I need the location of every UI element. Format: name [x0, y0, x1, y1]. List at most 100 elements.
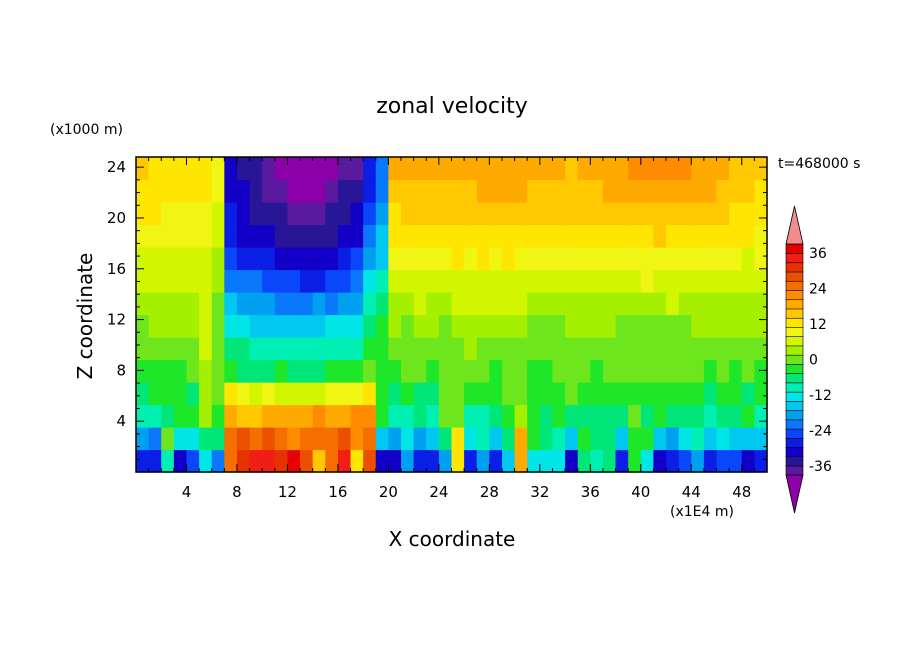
heatmap-cell [262, 157, 276, 181]
heatmap-cell [754, 224, 768, 248]
heatmap-cell [211, 247, 225, 271]
heatmap-cell [337, 179, 352, 203]
heatmap-cell [199, 359, 213, 383]
heatmap-cell [628, 292, 642, 316]
heatmap-cell [501, 337, 516, 361]
colorbar-box [785, 400, 804, 411]
heatmap-cell [729, 449, 743, 473]
heatmap-cell [741, 224, 755, 248]
heatmap-cell [375, 292, 389, 316]
heatmap-cell [337, 449, 352, 473]
heatmap-cell [691, 269, 705, 293]
heatmap-cell [527, 337, 541, 361]
heatmap-cell [249, 292, 263, 316]
heatmap-cell [716, 427, 730, 451]
heatmap-cell [476, 157, 490, 181]
colorbar-box [785, 317, 804, 328]
heatmap-cell [640, 382, 655, 406]
heatmap-cell [451, 382, 465, 406]
heatmap-cell [653, 427, 667, 451]
y-axis-label: Z coordinate [73, 253, 97, 380]
heatmap-cell [224, 449, 238, 473]
heatmap-cell [375, 337, 389, 361]
heatmap-cell [161, 359, 175, 383]
heatmap-cell [552, 449, 566, 473]
heatmap-cell [312, 269, 326, 293]
heatmap-cell [615, 382, 629, 406]
heatmap-cell [375, 404, 389, 428]
heatmap-cell [590, 269, 604, 293]
heatmap-cell [640, 292, 655, 316]
heatmap-cell [489, 337, 503, 361]
heatmap-cell [451, 247, 465, 271]
heatmap-cell [363, 202, 377, 226]
heatmap-cell [628, 382, 642, 406]
heatmap-cell [337, 382, 352, 406]
heatmap-cell [287, 427, 301, 451]
colorbar-label: -24 [809, 424, 832, 440]
heatmap-cell [211, 449, 225, 473]
heatmap-cell [590, 337, 604, 361]
heatmap-cell [628, 247, 642, 271]
heatmap-cell [476, 247, 490, 271]
heatmap-cell [287, 449, 301, 473]
colorbar-box [785, 373, 804, 384]
heatmap-cell [363, 179, 377, 203]
heatmap-cell [464, 247, 478, 271]
heatmap-cell [565, 359, 579, 383]
colorbar-box [785, 428, 804, 439]
heatmap-cell [274, 202, 289, 226]
x-tick-label: 40 [631, 483, 650, 501]
heatmap-cell [527, 314, 541, 338]
heatmap-cell [501, 269, 516, 293]
heatmap-cell [590, 314, 604, 338]
heatmap-cell [565, 337, 579, 361]
heatmap-cell [464, 269, 478, 293]
heatmap-cell [148, 179, 162, 203]
heatmap-cell [640, 427, 655, 451]
heatmap-cell [602, 157, 617, 181]
y-units-label: (x1000 m) [50, 122, 123, 138]
heatmap-cell [577, 382, 591, 406]
heatmap-cell [451, 359, 465, 383]
heatmap-cell [577, 337, 591, 361]
heatmap-cell [451, 224, 465, 248]
heatmap-cell [602, 292, 617, 316]
heatmap-cell [666, 247, 680, 271]
heatmap-cell [350, 314, 364, 338]
heatmap-cell [476, 179, 490, 203]
heatmap-cell [640, 202, 655, 226]
heatmap-cell [186, 337, 200, 361]
heatmap-cell [136, 404, 150, 428]
heatmap-cell [262, 404, 276, 428]
heatmap-cell [274, 224, 289, 248]
heatmap-cell [602, 382, 617, 406]
heatmap-cell [489, 359, 503, 383]
heatmap-cell [148, 202, 162, 226]
heatmap-cell [274, 269, 289, 293]
heatmap-cell [615, 427, 629, 451]
heatmap-cell [501, 449, 516, 473]
heatmap-cell [199, 292, 213, 316]
heatmap-cell [501, 224, 516, 248]
colorbar-box [785, 410, 804, 421]
heatmap-cell [350, 247, 364, 271]
colorbar-box [785, 308, 804, 319]
heatmap-cell [666, 179, 680, 203]
heatmap-cell [678, 314, 692, 338]
heatmap-cell [527, 179, 541, 203]
heatmap-cell [148, 247, 162, 271]
heatmap-cell [388, 314, 402, 338]
heatmap-cell [527, 202, 541, 226]
heatmap-cell [615, 224, 629, 248]
heatmap-cell [464, 224, 478, 248]
heatmap-cell [577, 359, 591, 383]
heatmap-cell [363, 427, 377, 451]
heatmap-cell [653, 202, 667, 226]
heatmap-cell [300, 179, 314, 203]
heatmap-cell [666, 337, 680, 361]
heatmap-cell [438, 449, 453, 473]
heatmap-cell [501, 359, 516, 383]
heatmap-cell [426, 337, 440, 361]
heatmap-cell [602, 247, 617, 271]
